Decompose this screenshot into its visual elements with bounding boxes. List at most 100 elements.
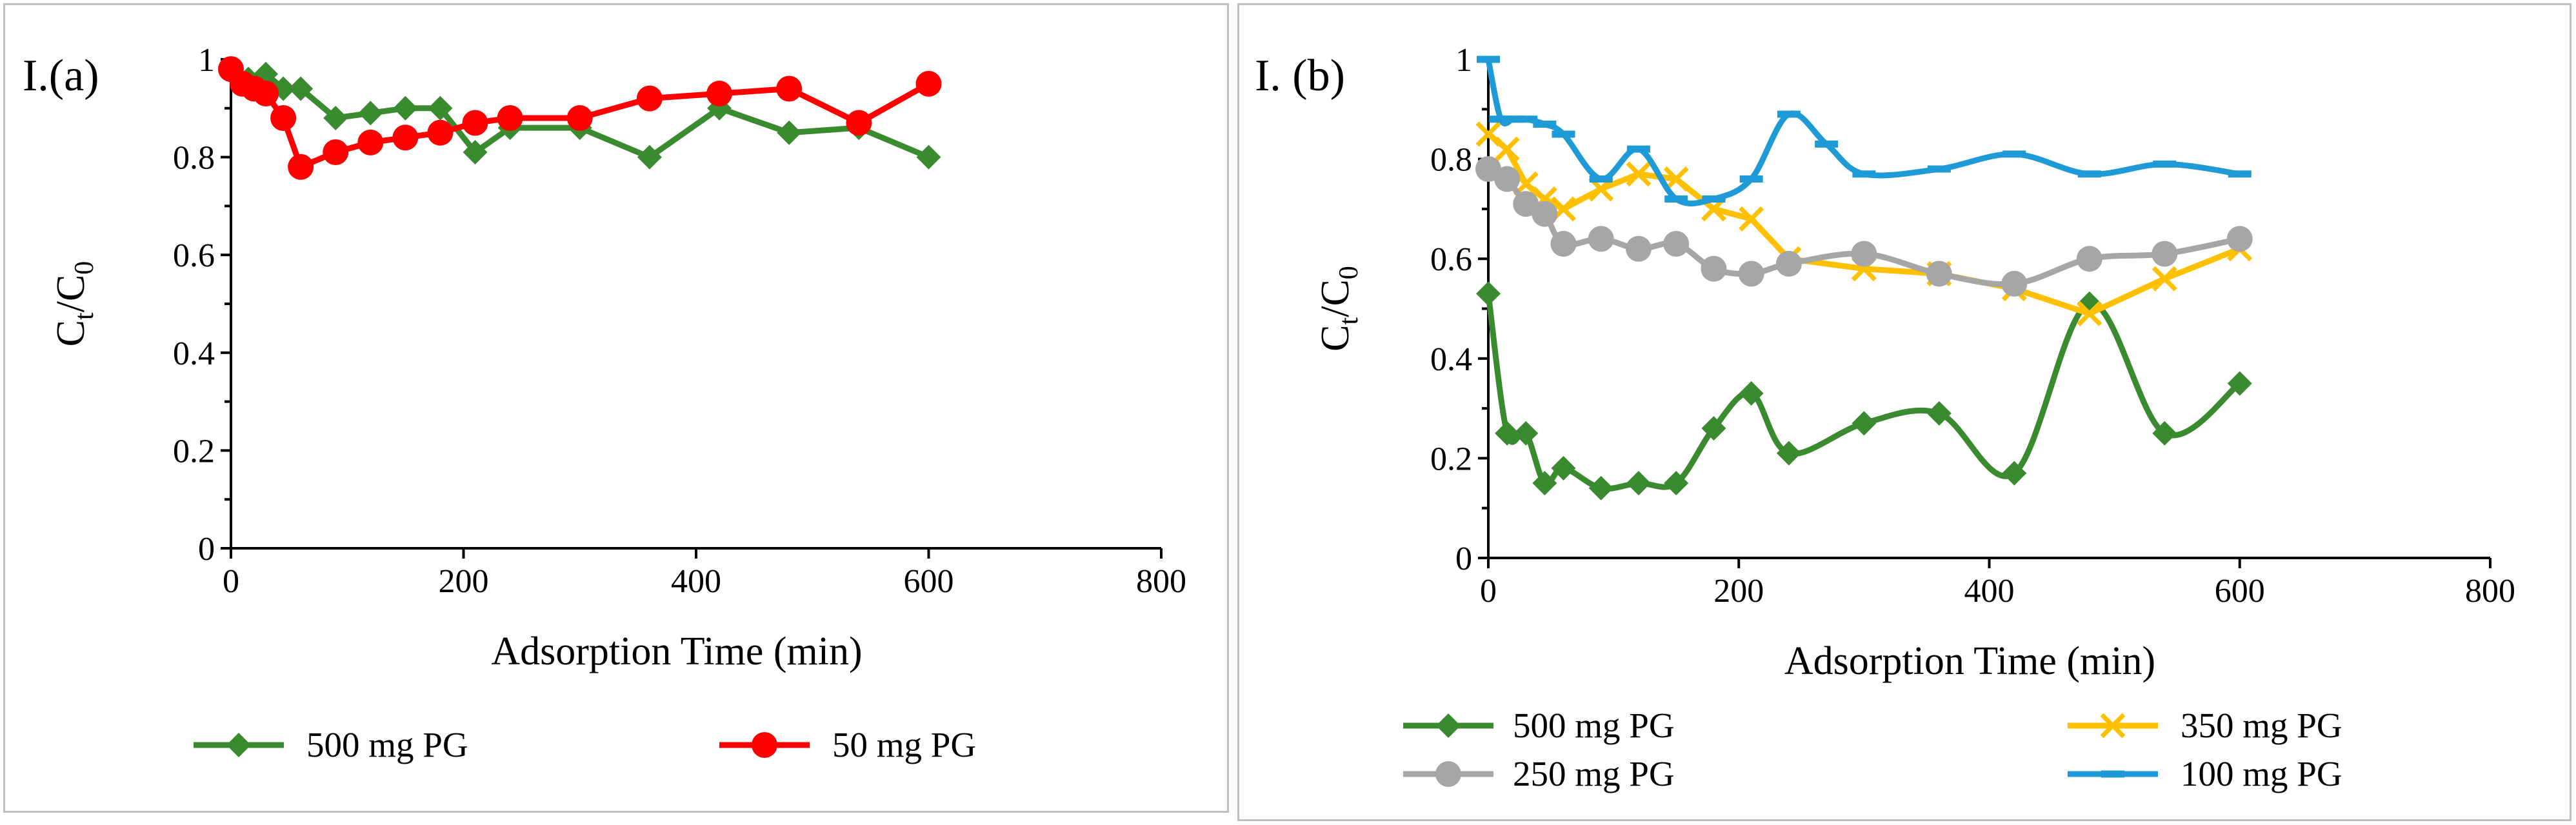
- panel-b-x-tick-label: 400: [1964, 573, 2015, 610]
- panel-b-series-500-mg-pg: [1476, 281, 2252, 501]
- panel-b-data-point: [2001, 270, 2028, 297]
- panel-a-data-point: [358, 101, 383, 126]
- panel-a-y-axis-title: Ct/C0: [49, 261, 99, 347]
- panel-a-data-point: [323, 139, 349, 166]
- panel-b-data-point: [2076, 246, 2102, 272]
- panel-b-data-point: [1926, 261, 1952, 287]
- panel-b-legend-label: 100 mg PG: [2181, 754, 2342, 793]
- panel-a-legend-label: 500 mg PG: [306, 725, 468, 764]
- panel-a-data-point: [427, 119, 454, 146]
- panel-b-data-point: [1664, 471, 1689, 496]
- panel-b-data-point: [1551, 455, 1576, 481]
- panel-b-y-title-sub-t: t: [1334, 317, 1364, 324]
- panel-b-data-point: [2152, 241, 2178, 267]
- panel-b-data-point: [2152, 421, 2177, 446]
- panel-b-data-point: [1926, 401, 1952, 426]
- panel-b-legend-label: 250 mg PG: [1513, 754, 1675, 793]
- panel-b-data-point: [1852, 411, 1877, 436]
- panel-a-y-tick-label: 1: [198, 42, 215, 79]
- panel-b-data-point: [1776, 441, 1801, 466]
- panel-b-y-tick-label: 0: [1455, 541, 1472, 577]
- panel-b-x-tick-label: 0: [1480, 573, 1497, 610]
- panel-b-series-250-mg-pg: [1475, 156, 2253, 297]
- panel-b-data-point: [1626, 161, 1652, 187]
- panel-a-y-tick-label: 0.2: [173, 433, 215, 470]
- panel-a-y-title-main: C: [49, 320, 93, 346]
- panel-b-x-axis-title: Adsorption Time (min): [1784, 639, 2155, 683]
- panel-b-data-point: [1701, 255, 1727, 282]
- panel-a-legend-entry: 50 mg PG: [719, 725, 976, 764]
- panel-b-data-point: [1663, 231, 1690, 257]
- panel-b-data-point: [1475, 121, 1501, 147]
- panel-b-y-tick-label: 0.2: [1430, 441, 1472, 477]
- panel-b-legend-label: 500 mg PG: [1513, 706, 1675, 745]
- panel-b-label: I. (b): [1255, 51, 1345, 101]
- panel-b-data-point: [1476, 281, 1501, 306]
- panel-a-data-point: [497, 104, 523, 131]
- panel-b-series-350-mg-pg: [1475, 121, 2253, 326]
- panel-a-data-point: [323, 105, 348, 130]
- panel-a-data-point: [288, 154, 314, 180]
- panel-a-y-tick-label: 0.4: [173, 335, 215, 372]
- panel-a-x-tick-label: 0: [223, 563, 239, 600]
- panel-b-data-point: [2227, 371, 2252, 396]
- panel-b-legend-entry: 350 mg PG: [2068, 706, 2342, 745]
- panel-a-chart: I.(a) 0 0.2 0.4 0.6 0.8 1 0 200 400 600 800 Adsorpti…: [23, 42, 1186, 764]
- panel-b-series-line: [1485, 293, 2242, 492]
- panel-a-x-tick-label: 800: [1136, 563, 1186, 600]
- panel-a-frame: [3, 3, 1229, 813]
- panel-b-data-point: [1532, 471, 1557, 496]
- panel-a-data-point: [392, 124, 419, 151]
- panel-b-series-line: [1486, 132, 2241, 317]
- panel-b-data-point: [1588, 475, 1613, 501]
- panel-b-legend-marker: [1435, 761, 1461, 787]
- panel-a-y-tick-label: 0.8: [173, 140, 215, 177]
- panel-b-data-point: [1495, 421, 1520, 446]
- panel-b-y-title-slash: /C: [1313, 279, 1357, 317]
- panel-a-data-point: [393, 95, 418, 121]
- panel-b-data-point: [1513, 421, 1539, 446]
- panel-a-data-point: [776, 75, 803, 102]
- panel-a-data-point: [253, 81, 279, 107]
- panel-b-data-point: [1775, 250, 1802, 277]
- panel-b-legend-entry: 250 mg PG: [1403, 754, 1675, 793]
- panel-a-x-axis-title: Adsorption Time (min): [491, 630, 862, 673]
- panel-a-data-point: [846, 110, 872, 136]
- panel-a-legend-marker: [752, 732, 777, 758]
- panel-a-y-title-sub-t: t: [70, 312, 99, 320]
- panel-a-y-tick-label: 0: [198, 531, 215, 568]
- panel-a-x-tick-label: 200: [439, 563, 489, 600]
- panel-b-x-tick-label: 600: [2215, 573, 2265, 610]
- panel-b-y-tick-label: 0.8: [1430, 142, 1472, 179]
- panel-a-data-point: [357, 129, 384, 155]
- panel-a-y-title-slash: /C: [49, 275, 93, 313]
- panel-b-chart: I. (b) 0 0.2 0.4 0.6 0.8 1 0 200 400 600 800 Adsorpt…: [1255, 42, 2515, 793]
- panel-b-data-point: [1851, 241, 1877, 267]
- panel-a-data-point: [637, 144, 662, 170]
- panel-b-data-point: [1625, 235, 1652, 262]
- panel-b-y-tick-label: 0.6: [1430, 241, 1472, 278]
- panel-b-legend-entry: 100 mg PG: [2068, 754, 2342, 793]
- panel-b-data-point: [1532, 201, 1558, 227]
- panel-b-data-point: [2226, 226, 2253, 252]
- panel-b-data-point: [1738, 261, 1764, 287]
- panel-b-data-point: [1701, 416, 1726, 441]
- panel-a-data-point: [288, 76, 314, 101]
- panel-b-legend-marker: [1436, 713, 1461, 738]
- panel-b-data-point: [1739, 381, 1764, 406]
- panel-b-data-point: [2152, 266, 2177, 292]
- panel-a-data-point: [706, 81, 733, 107]
- panel-a-data-point: [777, 120, 802, 145]
- panel-b-series-100-mg-pg: [1477, 55, 2252, 206]
- panel-b-data-point: [2077, 301, 2102, 326]
- panel-a-data-point: [462, 110, 488, 136]
- panel-a-data-point: [566, 104, 593, 131]
- panel-b-y-tick-label: 1: [1455, 42, 1472, 79]
- panel-a-y-tick-label: 0.6: [173, 237, 215, 274]
- panel-b-data-point: [1494, 136, 1520, 162]
- panel-b-y-tick-label: 0.4: [1430, 341, 1472, 378]
- panel-a-label: I.(a): [23, 51, 99, 101]
- panel-b-y-title-sub-0: 0: [1334, 266, 1364, 279]
- panel-b-data-point: [1550, 231, 1577, 257]
